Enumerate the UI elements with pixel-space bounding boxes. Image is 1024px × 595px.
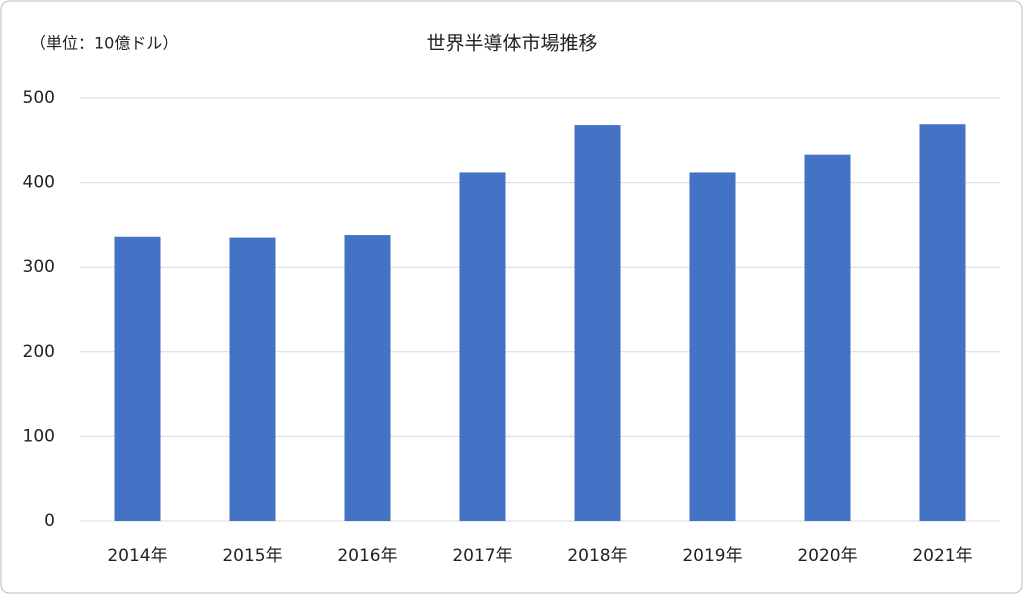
x-tick-label: 2020年 bbox=[797, 546, 857, 566]
bar bbox=[804, 154, 851, 521]
y-tick-label: 300 bbox=[23, 257, 55, 277]
x-tick-label: 2017年 bbox=[452, 546, 512, 566]
bar bbox=[229, 237, 276, 521]
bar bbox=[689, 172, 736, 521]
x-tick-label: 2016年 bbox=[337, 546, 397, 566]
bar bbox=[574, 125, 621, 522]
x-tick-label: 2018年 bbox=[567, 546, 627, 566]
y-tick-label: 200 bbox=[23, 342, 55, 362]
y-tick-label: 400 bbox=[23, 173, 55, 193]
x-tick-label: 2019年 bbox=[682, 546, 742, 566]
y-tick-label: 100 bbox=[23, 426, 55, 446]
bar bbox=[114, 236, 161, 521]
bar bbox=[919, 124, 966, 521]
x-tick-label: 2015年 bbox=[222, 546, 282, 566]
x-tick-label: 2014年 bbox=[107, 546, 167, 566]
bar bbox=[344, 235, 391, 521]
bar bbox=[459, 172, 506, 521]
y-tick-label: 500 bbox=[23, 88, 55, 108]
x-tick-label: 2021年 bbox=[912, 546, 972, 566]
chart-title: 世界半導体市場推移 bbox=[426, 33, 597, 55]
unit-label: （単位：10億ドル） bbox=[30, 34, 178, 53]
y-tick-label: 0 bbox=[44, 511, 55, 531]
